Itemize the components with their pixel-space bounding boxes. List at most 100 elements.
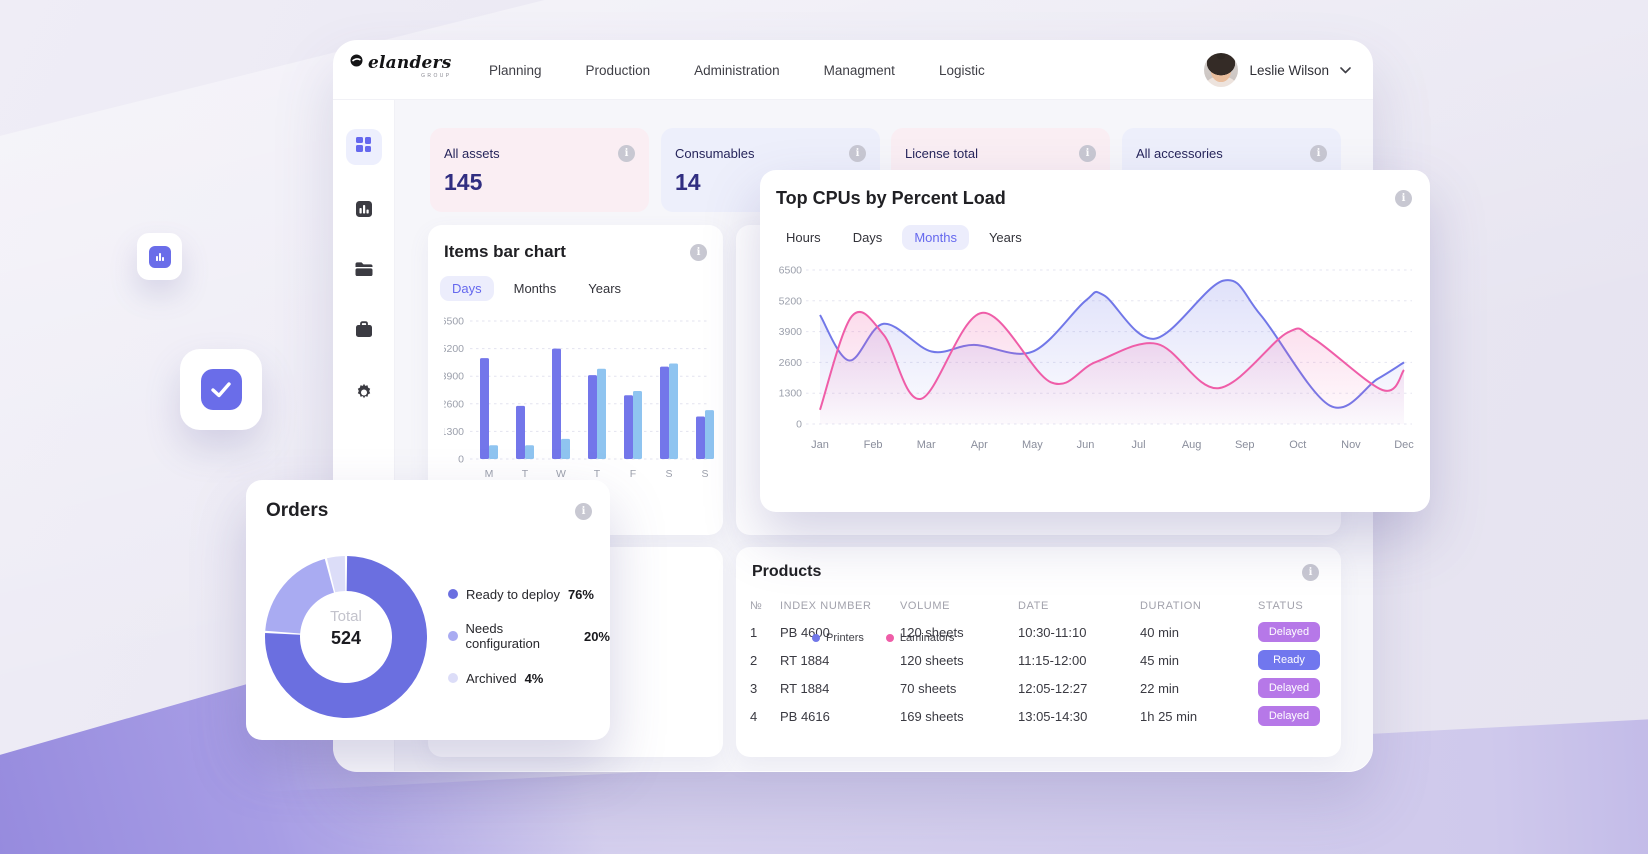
status-cell: Ready bbox=[1258, 650, 1328, 670]
status-badge: Delayed bbox=[1258, 678, 1320, 698]
products-header-row: № INDEX NUMBER VOLUME DATE DURATION STATUS bbox=[750, 594, 1321, 618]
svg-text:1300: 1300 bbox=[444, 426, 464, 438]
dashboard-icon bbox=[355, 136, 372, 158]
info-icon[interactable]: i bbox=[575, 502, 592, 520]
tab-days[interactable]: Days bbox=[440, 276, 494, 301]
nav-item-production[interactable]: Production bbox=[585, 62, 651, 78]
status-cell: Delayed bbox=[1258, 706, 1328, 726]
info-icon[interactable]: i bbox=[1395, 190, 1412, 207]
column-header: DURATION bbox=[1140, 600, 1202, 612]
svg-text:S: S bbox=[701, 468, 708, 480]
svg-text:6500: 6500 bbox=[779, 265, 803, 277]
legend-dot bbox=[885, 634, 894, 642]
table-cell: 13:05-14:30 bbox=[1018, 708, 1088, 724]
svg-text:0: 0 bbox=[796, 419, 802, 431]
tab-months[interactable]: Months bbox=[902, 225, 969, 250]
sidebar-item-briefcase[interactable] bbox=[355, 321, 373, 343]
svg-text:M: M bbox=[485, 468, 494, 480]
table-cell: 1 bbox=[750, 624, 758, 640]
svg-text:Mar: Mar bbox=[917, 439, 936, 451]
cpu-chart-title: Top CPUs by Percent Load bbox=[776, 188, 1006, 208]
items-chart-title: Items bar chart bbox=[444, 242, 566, 261]
products-card: Products i № INDEX NUMBER VOLUME DATE DURATI… bbox=[736, 547, 1341, 757]
nav-item-administration[interactable]: Administration bbox=[694, 62, 780, 78]
legend-dot bbox=[448, 589, 458, 599]
nav-item-managment[interactable]: Managment bbox=[823, 62, 895, 78]
tab-days[interactable]: Days bbox=[841, 225, 895, 250]
svg-text:3900: 3900 bbox=[779, 326, 803, 338]
info-icon[interactable]: i bbox=[618, 145, 635, 162]
nav-item-planning[interactable]: Planning bbox=[489, 62, 542, 78]
info-icon[interactable]: i bbox=[1302, 563, 1319, 581]
svg-text:S: S bbox=[665, 468, 672, 480]
info-icon[interactable]: i bbox=[690, 243, 707, 261]
cpu-chart-legend: Printers Laminators bbox=[812, 632, 954, 644]
table-cell: 120 sheets bbox=[900, 624, 964, 640]
legend-item-printers: Printers bbox=[812, 632, 864, 644]
table-row[interactable]: 4 PB 4616 169 sheets 13:05-14:30 1h 25 min De… bbox=[750, 702, 1321, 730]
status-badge: Delayed bbox=[1258, 706, 1320, 726]
brand-subtitle: GROUP bbox=[421, 73, 452, 79]
legend-label: Archived bbox=[466, 670, 517, 686]
tab-months[interactable]: Months bbox=[502, 276, 569, 301]
donut-total-label: Total bbox=[330, 608, 362, 625]
donut-center: Total 524 bbox=[301, 608, 391, 649]
table-cell: 4 bbox=[750, 708, 758, 724]
table-row[interactable]: 2 RT 1884 120 sheets 11:15-12:00 45 min Ready bbox=[750, 646, 1321, 674]
table-cell: 45 min bbox=[1140, 652, 1180, 668]
orders-title: Orders bbox=[266, 500, 329, 521]
table-cell: 169 sheets bbox=[900, 708, 964, 724]
table-cell: PB 4616 bbox=[780, 708, 830, 724]
stat-card-all-assets: All assets i 145 bbox=[430, 128, 649, 212]
brand-logo[interactable]: elanders GROUP bbox=[350, 54, 451, 79]
info-icon[interactable]: i bbox=[849, 145, 866, 162]
svg-text:Apr: Apr bbox=[971, 439, 988, 451]
brand-name: elanders bbox=[368, 53, 452, 73]
svg-text:Feb: Feb bbox=[864, 439, 883, 451]
info-icon[interactable]: i bbox=[1310, 145, 1327, 162]
floating-check-card[interactable] bbox=[180, 349, 262, 430]
top-cpus-card: Top CPUs by Percent Load i Hours Days Mont… bbox=[760, 170, 1430, 644]
table-cell: 10:30-11:10 bbox=[1018, 624, 1087, 640]
checkmark-icon bbox=[200, 369, 242, 410]
table-cell: 22 min bbox=[1140, 680, 1180, 696]
sidebar-item-settings[interactable] bbox=[354, 383, 373, 407]
floating-chart-card[interactable] bbox=[137, 233, 182, 280]
table-row[interactable]: 1 PB 4600 120 sheets 10:30-11:10 40 min Delay… bbox=[750, 618, 1321, 646]
orders-legend: Ready to deploy 76% Needs configuration 20%… bbox=[448, 584, 610, 710]
user-menu[interactable]: Leslie Wilson bbox=[1204, 40, 1351, 100]
nav-item-logistic[interactable]: Logistic bbox=[938, 62, 985, 78]
legend-percent: 20% bbox=[583, 628, 610, 644]
items-chart-tabs: Days Months Years bbox=[440, 276, 707, 301]
orders-legend-item: Archived 4% bbox=[448, 668, 610, 688]
folder-icon bbox=[354, 261, 373, 282]
svg-text:T: T bbox=[594, 468, 601, 480]
info-icon[interactable]: i bbox=[1079, 145, 1096, 162]
svg-text:5200: 5200 bbox=[779, 295, 803, 307]
sidebar-item-analytics[interactable] bbox=[355, 200, 373, 223]
cpu-line-chart: 0 1300 2600 3900 5200 6500 Jan Feb Mar Apr May Jun J… bbox=[779, 265, 1415, 452]
legend-item-laminators: Laminators bbox=[885, 632, 954, 644]
svg-text:3900: 3900 bbox=[444, 371, 464, 383]
tab-years[interactable]: Years bbox=[977, 225, 1034, 250]
stat-label: All accessories bbox=[1136, 146, 1223, 161]
tab-years[interactable]: Years bbox=[576, 276, 633, 301]
column-header: INDEX NUMBER bbox=[780, 600, 872, 612]
svg-text:0: 0 bbox=[458, 454, 464, 466]
stat-value: 14 bbox=[675, 169, 701, 195]
legend-dot bbox=[812, 634, 820, 642]
legend-dot bbox=[448, 631, 458, 641]
svg-text:May: May bbox=[1022, 439, 1043, 451]
table-cell: 1h 25 min bbox=[1140, 708, 1198, 724]
table-cell: 11:15-12:00 bbox=[1018, 652, 1087, 668]
column-header: № bbox=[750, 600, 763, 612]
briefcase-icon bbox=[355, 321, 373, 343]
sidebar-item-folder[interactable] bbox=[354, 261, 373, 282]
table-cell: 2 bbox=[750, 652, 758, 668]
tab-hours[interactable]: Hours bbox=[774, 225, 833, 250]
table-cell: 12:05-12:27 bbox=[1018, 680, 1088, 696]
chevron-down-icon bbox=[1340, 66, 1351, 74]
orders-legend-item: Ready to deploy 76% bbox=[448, 584, 610, 604]
table-row[interactable]: 3 RT 1884 70 sheets 12:05-12:27 22 min Delaye… bbox=[750, 674, 1321, 702]
sidebar-item-dashboard[interactable] bbox=[345, 129, 382, 165]
